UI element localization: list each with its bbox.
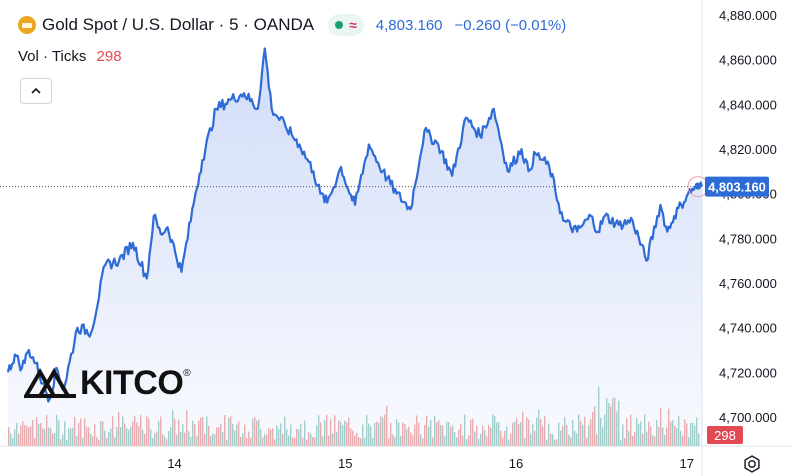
y-tick-label: 4,700.000 bbox=[719, 410, 777, 425]
last-volume-tag bbox=[707, 426, 743, 444]
volume-value: 298 bbox=[96, 48, 122, 65]
x-tick-label: 16 bbox=[509, 456, 523, 471]
last-volume-tag-label: 298 bbox=[714, 428, 736, 443]
y-tick-label: 4,860.000 bbox=[719, 53, 777, 68]
settings-gear-icon[interactable] bbox=[742, 454, 762, 474]
kitco-logo: KITCO ® bbox=[24, 366, 191, 400]
y-tick-label: 4,880.000 bbox=[719, 8, 777, 23]
chevron-up-icon bbox=[31, 87, 41, 94]
price-line bbox=[6, 47, 704, 403]
market-status-chip[interactable]: ≈ bbox=[328, 14, 364, 36]
y-tick-label: 4,760.000 bbox=[719, 276, 777, 291]
collapse-legend-button[interactable] bbox=[20, 78, 52, 104]
price-change: −0.260 (−0.01%) bbox=[454, 16, 567, 34]
chart-legend: Gold Spot / U.S. Dollar · 5 · OANDA ≈ 4,… bbox=[18, 14, 566, 36]
volume-legend: Vol · Ticks 298 bbox=[18, 48, 122, 65]
kitco-logo-icon bbox=[24, 368, 76, 398]
last-price-marker bbox=[695, 183, 701, 190]
kitco-wordmark: KITCO bbox=[80, 364, 184, 402]
y-tick-label: 4,780.000 bbox=[719, 231, 777, 246]
x-tick-label: 14 bbox=[167, 456, 181, 471]
y-tick-label: 4,840.000 bbox=[719, 97, 777, 112]
y-tick-label: 4,720.000 bbox=[719, 365, 777, 380]
last-price-tag-label: 4,803.160 bbox=[708, 180, 766, 195]
last-price: 4,803.160 bbox=[375, 16, 443, 34]
last-price-tag bbox=[705, 176, 769, 197]
volume-label[interactable]: Vol · Ticks bbox=[18, 48, 87, 65]
symbol-title[interactable]: Gold Spot / U.S. Dollar · 5 · OANDA bbox=[42, 15, 315, 34]
market-status-dot-icon bbox=[335, 21, 344, 29]
y-tick-label: 4,740.000 bbox=[719, 321, 777, 336]
price-area-fill bbox=[8, 48, 702, 446]
registered-mark: ® bbox=[183, 368, 191, 379]
x-tick-label: 17 bbox=[679, 456, 693, 471]
x-tick-label: 15 bbox=[338, 456, 352, 471]
wave-icon: ≈ bbox=[349, 17, 357, 33]
gold-coin-icon bbox=[18, 16, 36, 34]
y-tick-label: 4,820.000 bbox=[719, 142, 777, 157]
